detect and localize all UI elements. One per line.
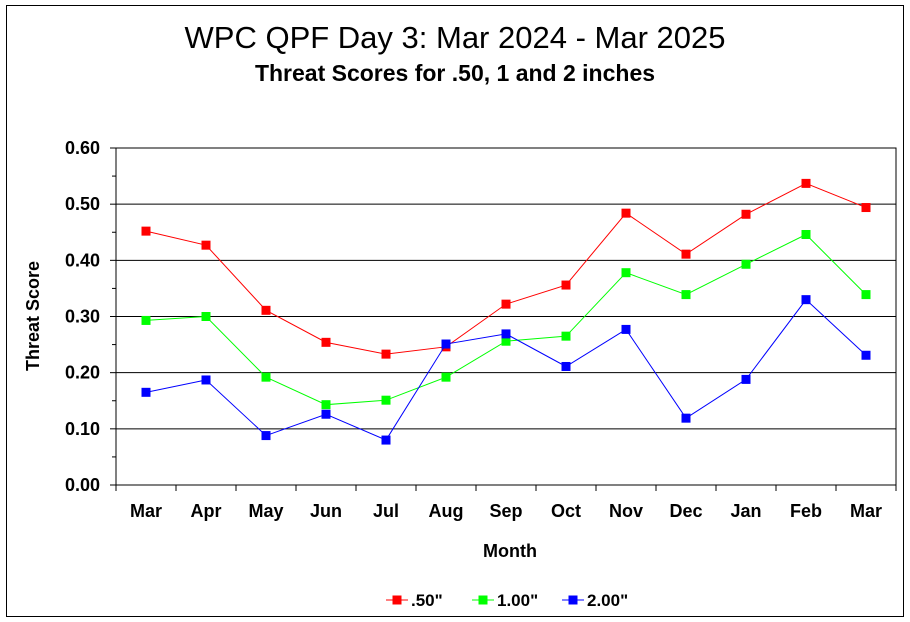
y-axis-ticks: 0.00 0.10 0.20 0.30 0.40 0.50 0.60 — [65, 138, 116, 495]
x-tick-label: Jan — [730, 501, 761, 521]
y-tick-label: 0.40 — [65, 250, 100, 270]
series-group — [141, 178, 871, 445]
data-point — [801, 178, 811, 188]
data-point — [621, 324, 631, 334]
x-tick-label: May — [248, 501, 283, 521]
data-point — [801, 229, 811, 239]
legend: .50" 1.00" 2.00" — [386, 591, 628, 610]
data-point — [741, 259, 751, 269]
x-tick-label: Mar — [850, 501, 882, 521]
data-point — [621, 268, 631, 278]
data-point — [861, 290, 871, 300]
legend-marker — [392, 595, 402, 605]
data-point — [201, 375, 211, 385]
x-tick-label: Mar — [130, 501, 162, 521]
data-point — [141, 226, 151, 236]
legend-label: 1.00" — [497, 591, 538, 610]
chart-title: WPC QPF Day 3: Mar 2024 - Mar 2025 — [184, 20, 726, 55]
data-point — [321, 337, 331, 347]
data-point — [621, 208, 631, 218]
x-tick-label: Oct — [551, 501, 581, 521]
series-2 — [141, 229, 871, 410]
data-point — [801, 295, 811, 305]
legend-label: .50" — [411, 591, 443, 610]
x-tick-label: Jun — [310, 501, 342, 521]
x-tick-label: Jul — [373, 501, 399, 521]
data-point — [261, 305, 271, 315]
data-point — [681, 413, 691, 423]
data-point — [741, 374, 751, 384]
data-point — [441, 372, 451, 382]
x-tick-label: Apr — [191, 501, 222, 521]
legend-marker — [568, 595, 578, 605]
data-point — [141, 315, 151, 325]
data-point — [501, 299, 511, 309]
y-axis-label: Threat Score — [23, 261, 43, 371]
data-point — [141, 387, 151, 397]
series-line — [145, 298, 867, 441]
data-point — [201, 312, 211, 321]
data-point — [381, 349, 391, 359]
x-tick-label: Nov — [609, 501, 643, 521]
data-point — [681, 290, 691, 300]
series-line — [145, 182, 867, 355]
legend-label: 2.00" — [587, 591, 628, 610]
y-tick-label: 0.10 — [65, 419, 100, 439]
data-point — [501, 336, 511, 346]
data-point — [321, 409, 331, 419]
data-point — [321, 400, 331, 410]
legend-marker — [478, 595, 488, 605]
x-axis-ticks: Mar Apr May Jun Jul Aug Sep Oct Nov Dec Jan Feb Mar — [115, 485, 897, 521]
data-point — [681, 249, 691, 259]
gridlines — [116, 203, 896, 430]
y-tick-label: 0.60 — [65, 138, 100, 158]
data-point — [501, 329, 511, 339]
y-tick-label: 0.20 — [65, 363, 100, 383]
data-point — [201, 240, 211, 250]
x-tick-label: Feb — [790, 501, 822, 521]
series-3 — [141, 295, 871, 445]
data-point — [561, 280, 571, 290]
data-point — [861, 203, 871, 213]
data-point — [441, 339, 451, 349]
x-tick-label: Sep — [489, 501, 522, 521]
y-tick-label: 0.50 — [65, 194, 100, 214]
x-tick-label: Aug — [429, 501, 464, 521]
data-point — [381, 395, 391, 405]
y-tick-label: 0.30 — [65, 307, 100, 327]
x-tick-label: Dec — [669, 501, 702, 521]
chart-frame — [6, 5, 904, 617]
data-point — [861, 350, 871, 360]
data-point — [381, 435, 391, 445]
y-tick-label: 0.00 — [65, 475, 100, 495]
data-point — [261, 372, 271, 382]
x-axis-label: Month — [483, 541, 537, 561]
chart-subtitle: Threat Scores for .50, 1 and 2 inches — [254, 60, 656, 86]
data-point — [741, 209, 751, 219]
data-point — [561, 331, 571, 341]
data-point — [561, 361, 571, 371]
data-point — [261, 431, 271, 441]
